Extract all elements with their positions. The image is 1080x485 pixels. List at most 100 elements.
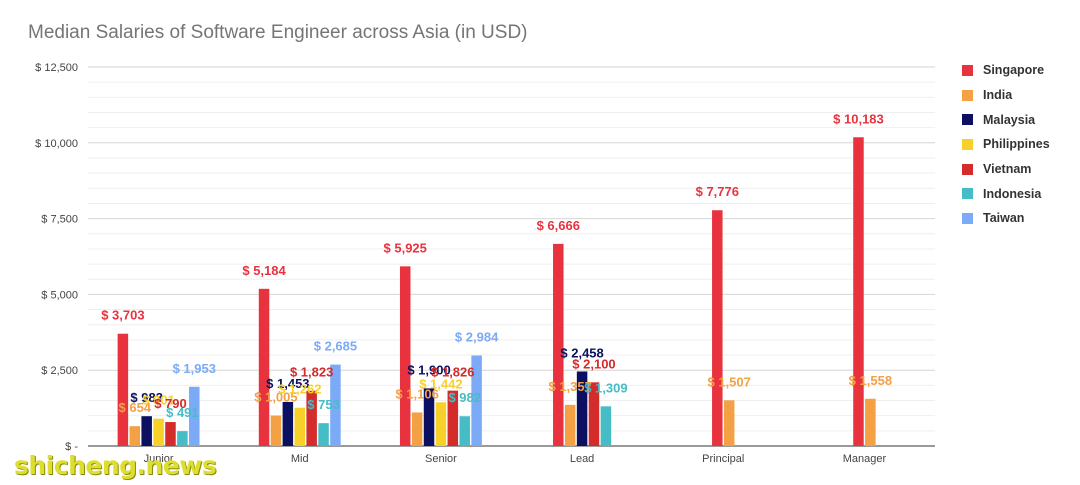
bar-philippines-mid: [294, 407, 305, 446]
bar-taiwan-senior: [471, 355, 482, 446]
y-tick-label: $ 2,500: [41, 365, 78, 377]
legend-swatch: [962, 138, 973, 150]
x-category-label: Senior: [425, 453, 457, 465]
legend-label: Vietnam: [983, 162, 1032, 177]
data-label: $ 1,106: [395, 386, 438, 401]
bar-singapore-junior: [117, 333, 129, 446]
legend-item-india: India: [962, 83, 1050, 108]
bar-indonesia-junior: [177, 431, 188, 446]
y-tick-label: $ 12,500: [35, 62, 78, 74]
legend-swatch: [962, 64, 973, 76]
legend-label: Malaysia: [983, 112, 1036, 127]
x-axis-categories: Junior Mid Senior Lead Principal Manager: [144, 453, 887, 465]
bar-india-junior: [129, 426, 141, 446]
data-label: $ 2,685: [314, 339, 357, 354]
bar-philippines-junior: [153, 418, 164, 446]
bar-singapore-lead: [553, 243, 564, 446]
data-label: $ 901: [142, 393, 175, 408]
bar-philippines-senior: [435, 402, 447, 446]
data-label: $ 10,183: [833, 111, 884, 126]
bar-india-senior: [411, 412, 423, 446]
data-label: $ 1,558: [849, 373, 892, 388]
bar-singapore-senior: [399, 266, 411, 446]
x-category-label: Lead: [570, 453, 594, 465]
bars: [117, 137, 876, 446]
bar-indonesia-lead: [600, 406, 612, 446]
legend-label: Indonesia: [983, 186, 1042, 201]
legend-swatch: [962, 212, 973, 224]
legend-item-indonesia: Indonesia: [962, 181, 1050, 206]
legend-item-taiwan: Taiwan: [962, 206, 1050, 231]
data-label: $ 1,900: [407, 362, 450, 377]
bar-indonesia-mid: [318, 423, 329, 446]
legend-item-philippines: Philippines: [962, 132, 1050, 157]
legend-label: Philippines: [983, 137, 1050, 152]
data-label: $ 2,100: [572, 356, 615, 371]
watermark: shicheng.news: [14, 451, 217, 480]
legend-item-vietnam: Vietnam: [962, 157, 1050, 182]
bar-singapore-manager: [853, 137, 864, 446]
chart-title: Median Salaries of Software Engineer acr…: [28, 22, 528, 43]
data-label: $ 6,666: [537, 218, 580, 233]
data-label: $ 5,925: [384, 240, 427, 255]
data-label: $ 1,262: [278, 382, 321, 397]
y-tick-label: $ -: [65, 441, 78, 453]
bar-singapore-principal: [712, 210, 723, 446]
legend-item-singapore: Singapore: [962, 58, 1050, 83]
bar-india-mid: [270, 415, 282, 446]
bar-india-lead: [564, 404, 576, 446]
legend-swatch: [962, 163, 973, 175]
bar-taiwan-junior: [189, 386, 200, 446]
data-label: $ 753: [307, 397, 340, 412]
y-tick-label: $ 10,000: [35, 138, 78, 150]
legend-swatch: [962, 188, 973, 200]
bar-india-manager: [865, 398, 876, 446]
legend-label: Taiwan: [983, 211, 1025, 226]
legend-item-malaysia: Malaysia: [962, 107, 1050, 132]
bar-malaysia-senior: [423, 388, 435, 446]
bar-indonesia-senior: [459, 416, 470, 446]
y-tick-label: $ 7,500: [41, 214, 78, 226]
bar-singapore-mid: [258, 288, 270, 446]
data-label: $ 1,826: [431, 365, 474, 380]
data-label: $ 790: [154, 396, 187, 411]
data-label: $ 1,442: [419, 376, 462, 391]
x-category-label: Junior: [144, 453, 174, 465]
bar-vietnam-junior: [165, 422, 176, 446]
data-label: $ 1,309: [584, 380, 627, 395]
data-label: $ 5,184: [242, 263, 286, 278]
bar-malaysia-lead: [576, 371, 588, 446]
data-label: $ 1,823: [290, 365, 333, 380]
data-labels: $ 3,703 $ 654$ 983$ 901$ 790$ 491 $ 1,953 $…: [101, 111, 892, 420]
legend: Singapore India Malaysia Philippines Vietnam…: [962, 58, 1050, 231]
bar-india-principal: [723, 400, 735, 446]
legend-swatch: [962, 114, 973, 126]
data-label: $ 7,776: [696, 184, 739, 199]
data-label: $ 491: [166, 405, 199, 420]
bar-taiwan-mid: [330, 364, 341, 446]
y-tick-label: $ 5,000: [41, 289, 78, 301]
legend-swatch: [962, 89, 973, 101]
data-label: $ 1,953: [173, 361, 216, 376]
y-axis-ticks: $ - $ 2,500 $ 5,000 $ 7,500 $ 10,000 $ 12,500: [35, 62, 78, 453]
legend-label: Singapore: [983, 63, 1045, 78]
data-label: $ 1,005: [254, 390, 297, 405]
bar-vietnam-mid: [306, 390, 317, 446]
x-category-label: Manager: [843, 453, 887, 465]
bar-vietnam-senior: [447, 390, 459, 446]
data-label: $ 1,453: [266, 376, 309, 391]
data-label: $ 2,984: [455, 330, 499, 345]
data-label: $ 1,507: [708, 374, 751, 389]
bar-vietnam-lead: [588, 382, 600, 446]
legend-label: India: [983, 88, 1013, 103]
data-label: $ 2,458: [560, 345, 603, 360]
x-category-label: Mid: [291, 453, 309, 465]
data-label: $ 982: [448, 390, 481, 405]
data-label: $ 983: [130, 390, 163, 405]
bar-malaysia-mid: [282, 401, 294, 446]
data-label: $ 1,357: [548, 379, 591, 394]
gridlines: [88, 66, 935, 447]
data-label: $ 3,703: [101, 308, 144, 323]
bar-malaysia-junior: [141, 416, 152, 446]
